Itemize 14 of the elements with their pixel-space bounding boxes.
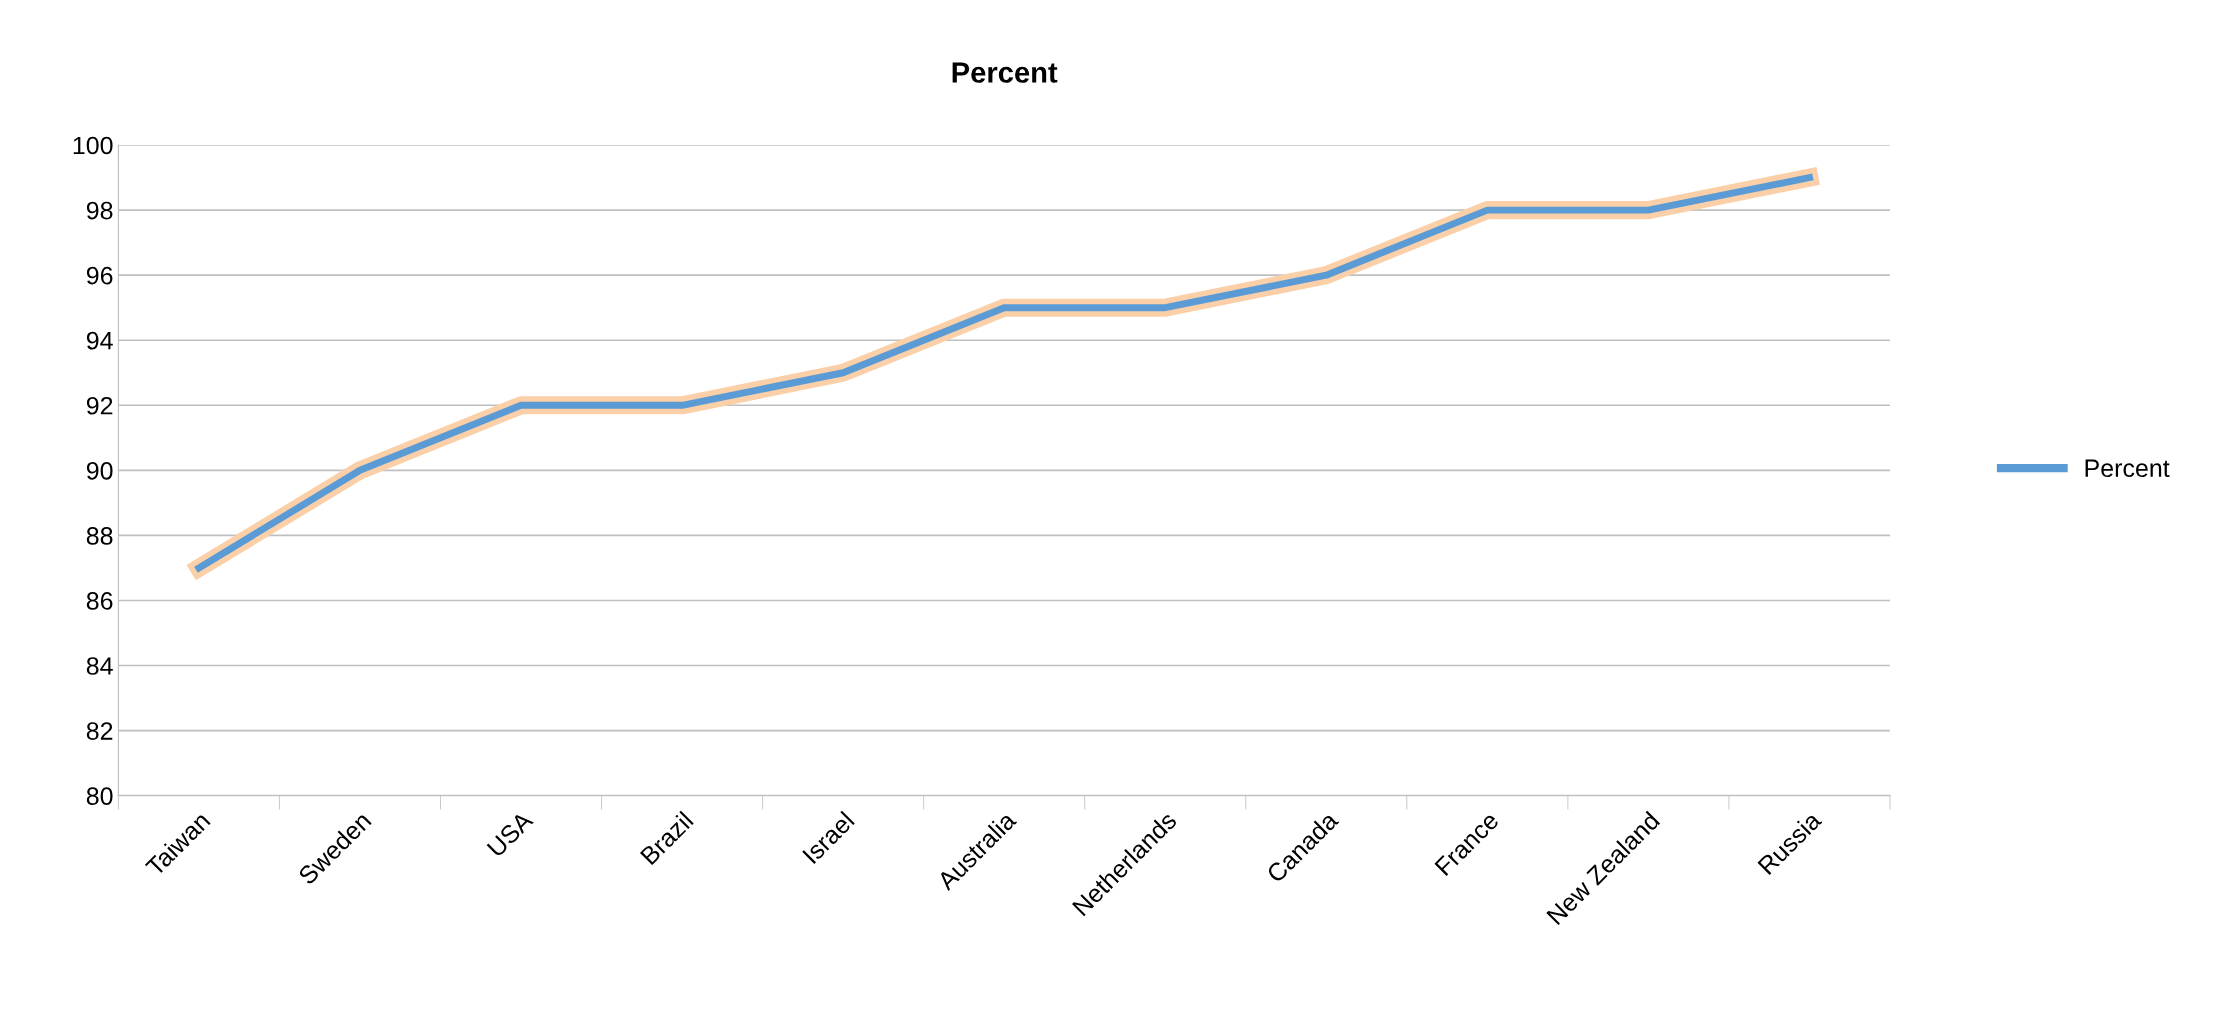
- y-tick-label: 96: [86, 266, 113, 285]
- legend-label: Percent: [2085, 459, 2170, 478]
- y-tick-label: 98: [86, 201, 113, 220]
- y-tick-label: 90: [86, 461, 113, 480]
- y-tick-label: 92: [86, 396, 113, 415]
- y-tick-label: 84: [86, 657, 113, 675]
- y-tick-label: 86: [86, 592, 113, 610]
- y-tick-label: 88: [86, 527, 113, 545]
- y-tick-label: 82: [86, 722, 113, 740]
- chart-title: Percent: [952, 62, 1058, 83]
- y-tick-label: 80: [86, 787, 113, 805]
- x-tick-label: USA: [486, 810, 534, 858]
- y-tick-label: 94: [86, 331, 113, 350]
- y-tick-label: 100: [73, 136, 113, 155]
